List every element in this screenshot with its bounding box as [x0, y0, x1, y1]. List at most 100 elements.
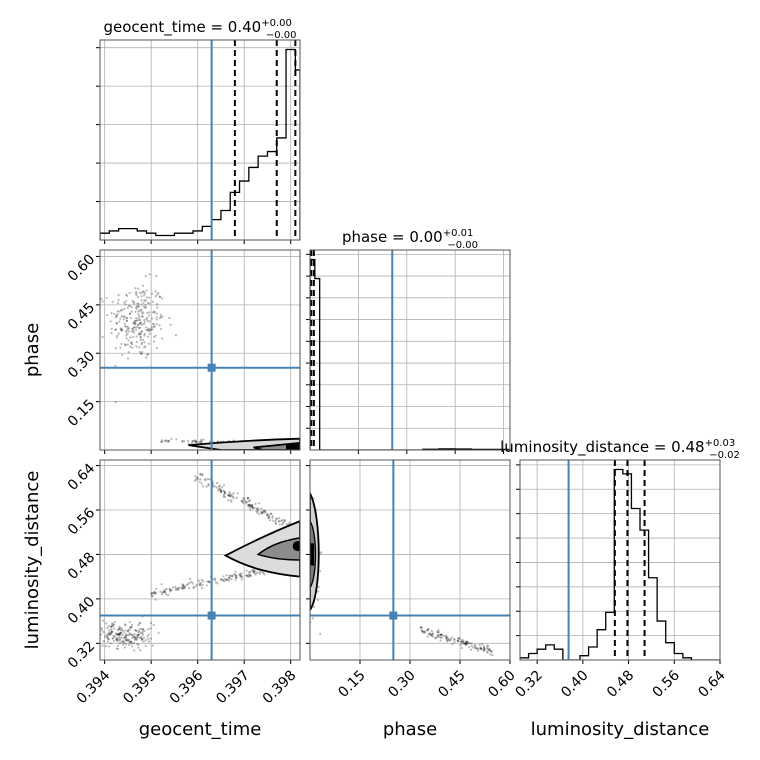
sample-point — [249, 503, 252, 507]
sample-point — [121, 633, 124, 637]
sample-point — [197, 579, 200, 582]
sample-point — [426, 635, 429, 638]
sample-point — [208, 580, 211, 584]
sample-point — [217, 488, 221, 491]
sample-point — [159, 313, 163, 316]
sample-point — [198, 583, 201, 587]
sample-point — [119, 626, 122, 629]
sample-point — [112, 636, 115, 639]
sample-point — [465, 642, 468, 645]
sample-point — [106, 314, 109, 317]
sample-point — [235, 574, 238, 577]
sample-point — [268, 514, 271, 518]
sample-point — [286, 523, 289, 526]
sample-point — [129, 640, 132, 643]
sample-point — [274, 521, 277, 524]
sample-point — [130, 341, 133, 344]
sample-point — [108, 632, 111, 635]
sample-point — [206, 477, 209, 481]
panel-title-main: geocent_time = 0.40 — [104, 18, 262, 37]
sample-point — [160, 439, 163, 442]
sample-point — [108, 629, 111, 632]
sample-point — [108, 633, 112, 637]
sample-point — [270, 512, 273, 515]
sample-point — [198, 480, 201, 483]
sample-point — [457, 637, 461, 640]
sample-point — [139, 335, 142, 338]
sample-point — [136, 634, 139, 637]
sample-point — [453, 638, 456, 642]
sample-point — [126, 306, 129, 309]
sample-point — [219, 490, 223, 494]
sample-point — [146, 353, 150, 356]
sample-point — [143, 334, 146, 337]
sample-point — [144, 299, 147, 302]
sample-point — [151, 591, 154, 595]
sample-point — [145, 328, 148, 332]
sample-point — [192, 587, 195, 590]
sample-point — [203, 478, 207, 481]
sample-point — [113, 620, 116, 624]
sample-point — [247, 573, 251, 576]
sample-point — [242, 501, 245, 504]
sample-point — [194, 479, 197, 482]
sample-point — [111, 623, 114, 626]
sample-point — [201, 473, 204, 476]
sample-point — [228, 494, 231, 497]
phase-1d-histogram-step — [310, 258, 510, 450]
sample-point — [117, 633, 121, 636]
luminosity_distance-vs-geocent_time-plot-area — [100, 460, 300, 660]
sample-point — [132, 329, 135, 332]
sample-point — [141, 315, 144, 318]
sample-point — [216, 482, 219, 485]
sample-point — [251, 568, 254, 571]
sample-point — [125, 330, 128, 333]
sample-point — [106, 637, 110, 640]
sample-point — [117, 627, 121, 630]
sample-point — [152, 592, 155, 595]
sample-point — [208, 581, 211, 584]
sample-point — [488, 648, 491, 652]
sample-point — [119, 634, 122, 637]
sample-point — [159, 590, 162, 593]
sample-point — [234, 570, 237, 574]
sample-point — [132, 327, 135, 330]
sample-point — [157, 292, 160, 295]
sample-point — [240, 575, 244, 578]
sample-point — [128, 640, 131, 644]
sample-point — [136, 635, 139, 638]
sample-point — [138, 622, 141, 625]
sample-point — [125, 633, 128, 636]
sample-point — [137, 643, 140, 647]
sample-point — [436, 634, 439, 637]
sample-point — [213, 485, 216, 488]
sample-point — [269, 512, 272, 515]
sample-point — [247, 575, 250, 578]
sample-point — [135, 326, 138, 329]
sample-point — [132, 636, 135, 639]
sample-point — [117, 633, 120, 636]
sample-point — [127, 304, 131, 307]
sample-point — [140, 343, 143, 346]
sample-point — [126, 357, 130, 360]
sample-point — [251, 507, 255, 510]
sample-point — [216, 582, 219, 585]
sample-point — [446, 635, 449, 638]
sample-point — [446, 638, 449, 641]
sample-point — [440, 633, 443, 636]
sample-point — [146, 335, 149, 338]
sample-point — [123, 315, 126, 318]
sample-point — [135, 629, 138, 633]
sample-point — [213, 579, 216, 582]
sample-point — [253, 506, 256, 509]
sample-point — [141, 633, 145, 636]
sample-point — [228, 490, 231, 494]
sample-point — [137, 333, 140, 336]
sample-point — [116, 637, 119, 640]
sample-point — [227, 499, 230, 502]
sample-point — [254, 573, 257, 576]
panel-title: geocent_time = 0.40+0.00 −0.00 — [104, 18, 297, 41]
sample-point — [430, 634, 434, 637]
sample-point — [115, 647, 118, 650]
sample-point — [153, 311, 156, 314]
